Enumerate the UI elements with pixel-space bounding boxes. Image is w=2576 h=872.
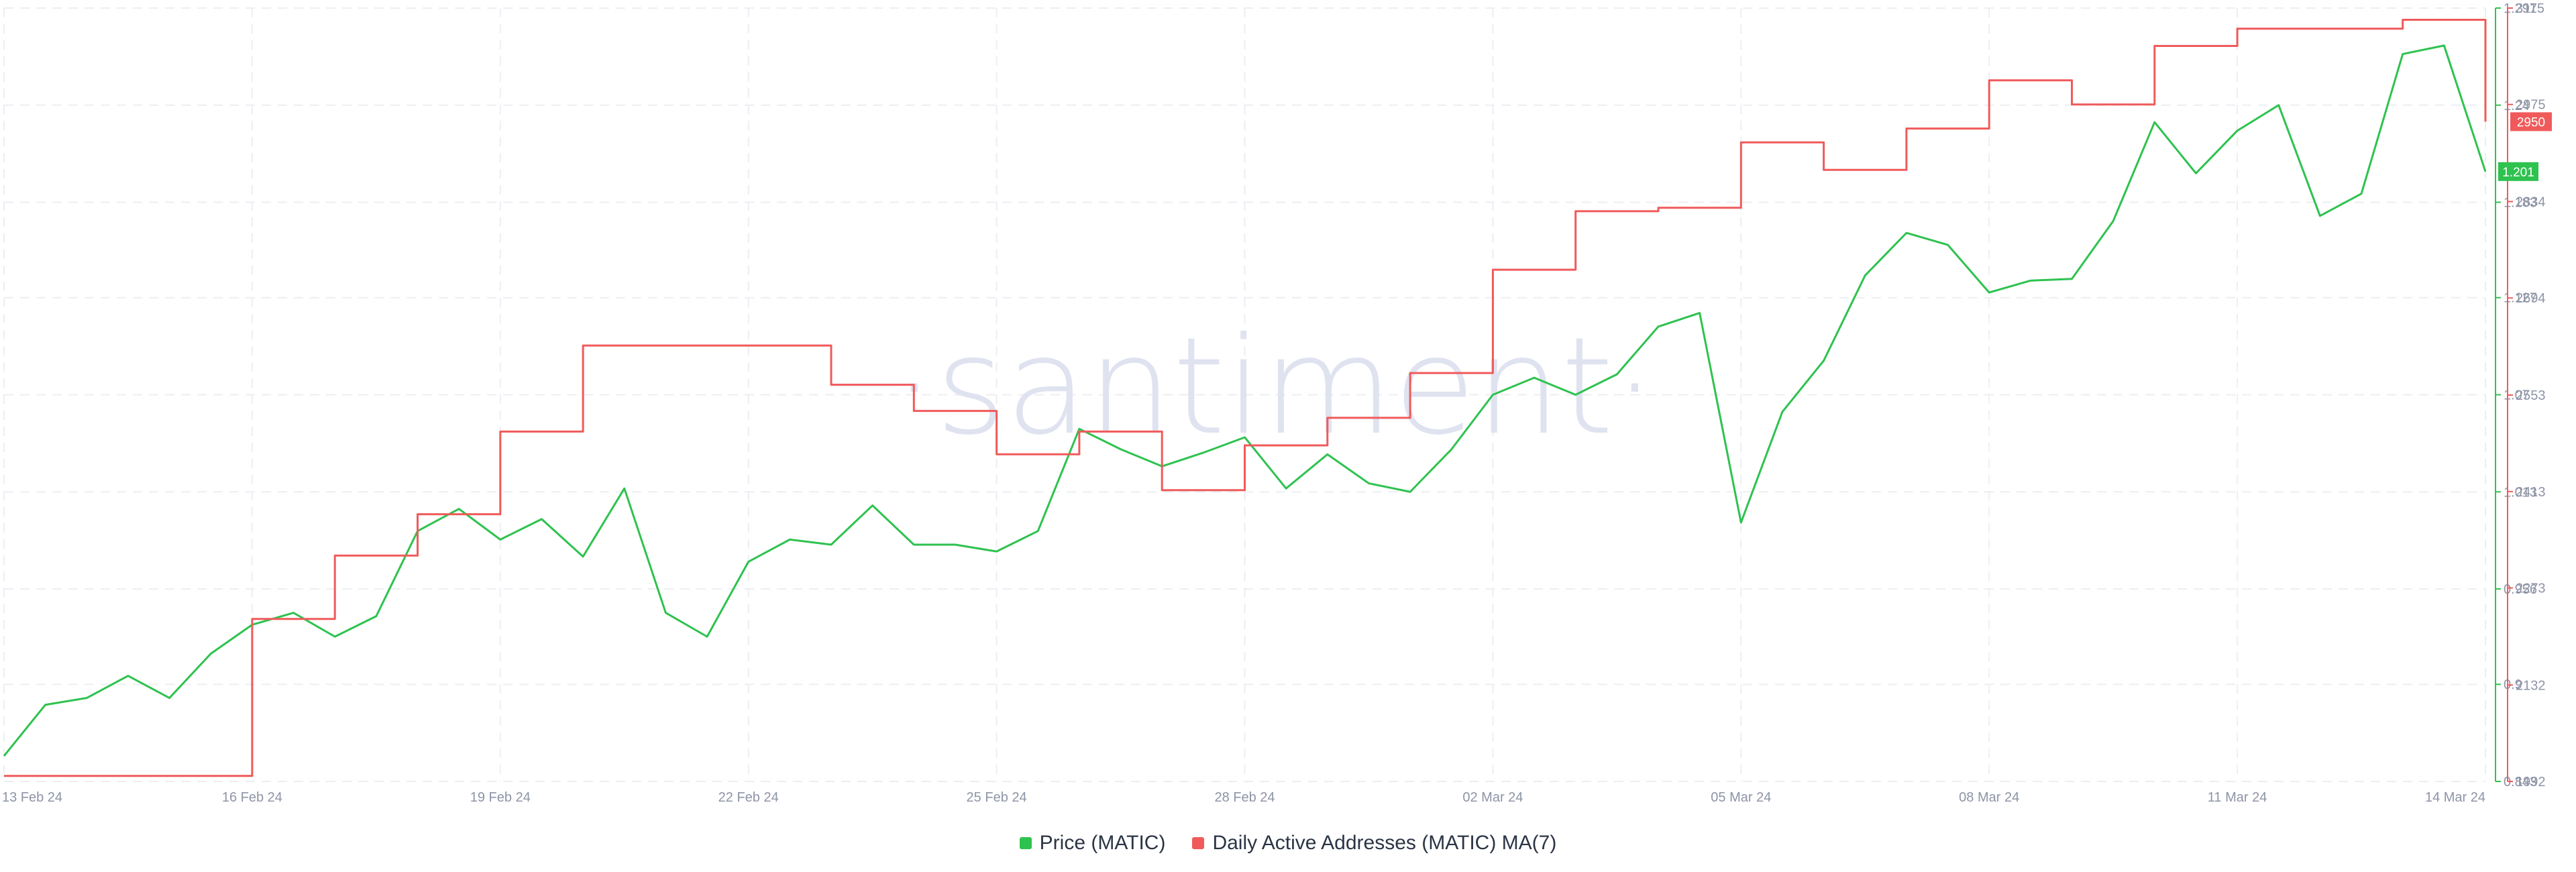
x-tick-label: 28 Feb 24 — [1214, 790, 1275, 805]
legend-label-price: Price (MATIC) — [1039, 832, 1166, 854]
addresses-tick-label: 2553 — [2516, 388, 2546, 403]
addresses-tick-label: 2413 — [2516, 485, 2546, 500]
legend-item-addresses[interactable]: Daily Active Addresses (MATIC) MA(7) — [1192, 832, 1556, 855]
addresses-tick-label: 2834 — [2516, 195, 2546, 210]
price-tick-label: 1.297 — [2504, 1, 2537, 16]
addresses-tick-label: 3115 — [2516, 1, 2544, 16]
series-line-addresses — [4, 18, 2487, 777]
x-tick-label: 16 Feb 24 — [222, 790, 282, 805]
addresses-current-label: 2950 — [2517, 115, 2545, 129]
price-tick-label: 1.127 — [2504, 291, 2537, 306]
axes: 13 Feb 24 16 Feb 24 19 Feb 24 22 Feb 24 25 F… — [2, 1, 2552, 805]
x-tick-label: 13 Feb 24 — [2, 790, 62, 805]
addresses-tick-label: 2975 — [2516, 98, 2546, 113]
price-tick-label: 0.956 — [2504, 582, 2537, 597]
price-tick-label: 1.07 — [2504, 388, 2530, 403]
x-tick-label: 14 Mar 24 — [2425, 790, 2485, 805]
price-current-label: 1.201 — [2502, 166, 2534, 180]
series-layer — [3, 18, 2487, 777]
legend-swatch-addresses — [1192, 837, 1205, 849]
x-tick-label: 11 Mar 24 — [2208, 790, 2267, 805]
x-tick-label: 22 Feb 24 — [718, 790, 779, 805]
addresses-tick-label: 1992 — [2516, 775, 2546, 789]
legend: Price (MATIC) Daily Active Addresses (MA… — [0, 826, 2576, 860]
chart-svg: ·santiment· 13 Feb 24 16 Feb 24 19 Feb 24 2… — [2, 1, 2552, 805]
addresses-tick-label: 2273 — [2516, 581, 2546, 596]
addresses-tick-label: 2694 — [2516, 291, 2546, 306]
addresses-current-badge — [2510, 112, 2552, 131]
price-current-badge — [2498, 162, 2538, 181]
legend-item-price[interactable]: Price (MATIC) — [1019, 832, 1166, 855]
legend-label-addresses: Daily Active Addresses (MATIC) MA(7) — [1212, 832, 1557, 854]
x-tick-label: 08 Mar 24 — [1959, 790, 2019, 805]
x-tick-label: 05 Mar 24 — [1711, 790, 1771, 805]
price-tick-label: 0.843 — [2504, 775, 2537, 789]
watermark: ·santiment· — [893, 309, 1656, 465]
price-tick-label: 1.183 — [2504, 196, 2537, 211]
x-tick-label: 02 Mar 24 — [1462, 790, 1523, 805]
x-tick-label: 25 Feb 24 — [967, 790, 1027, 805]
addresses-tick-label: 2132 — [2516, 678, 2546, 693]
price-tick-label: 1.013 — [2504, 485, 2537, 500]
x-tick-label: 19 Feb 24 — [470, 790, 531, 805]
legend-swatch-price — [1019, 837, 1032, 849]
price-tick-label: 1.24 — [2504, 99, 2530, 113]
